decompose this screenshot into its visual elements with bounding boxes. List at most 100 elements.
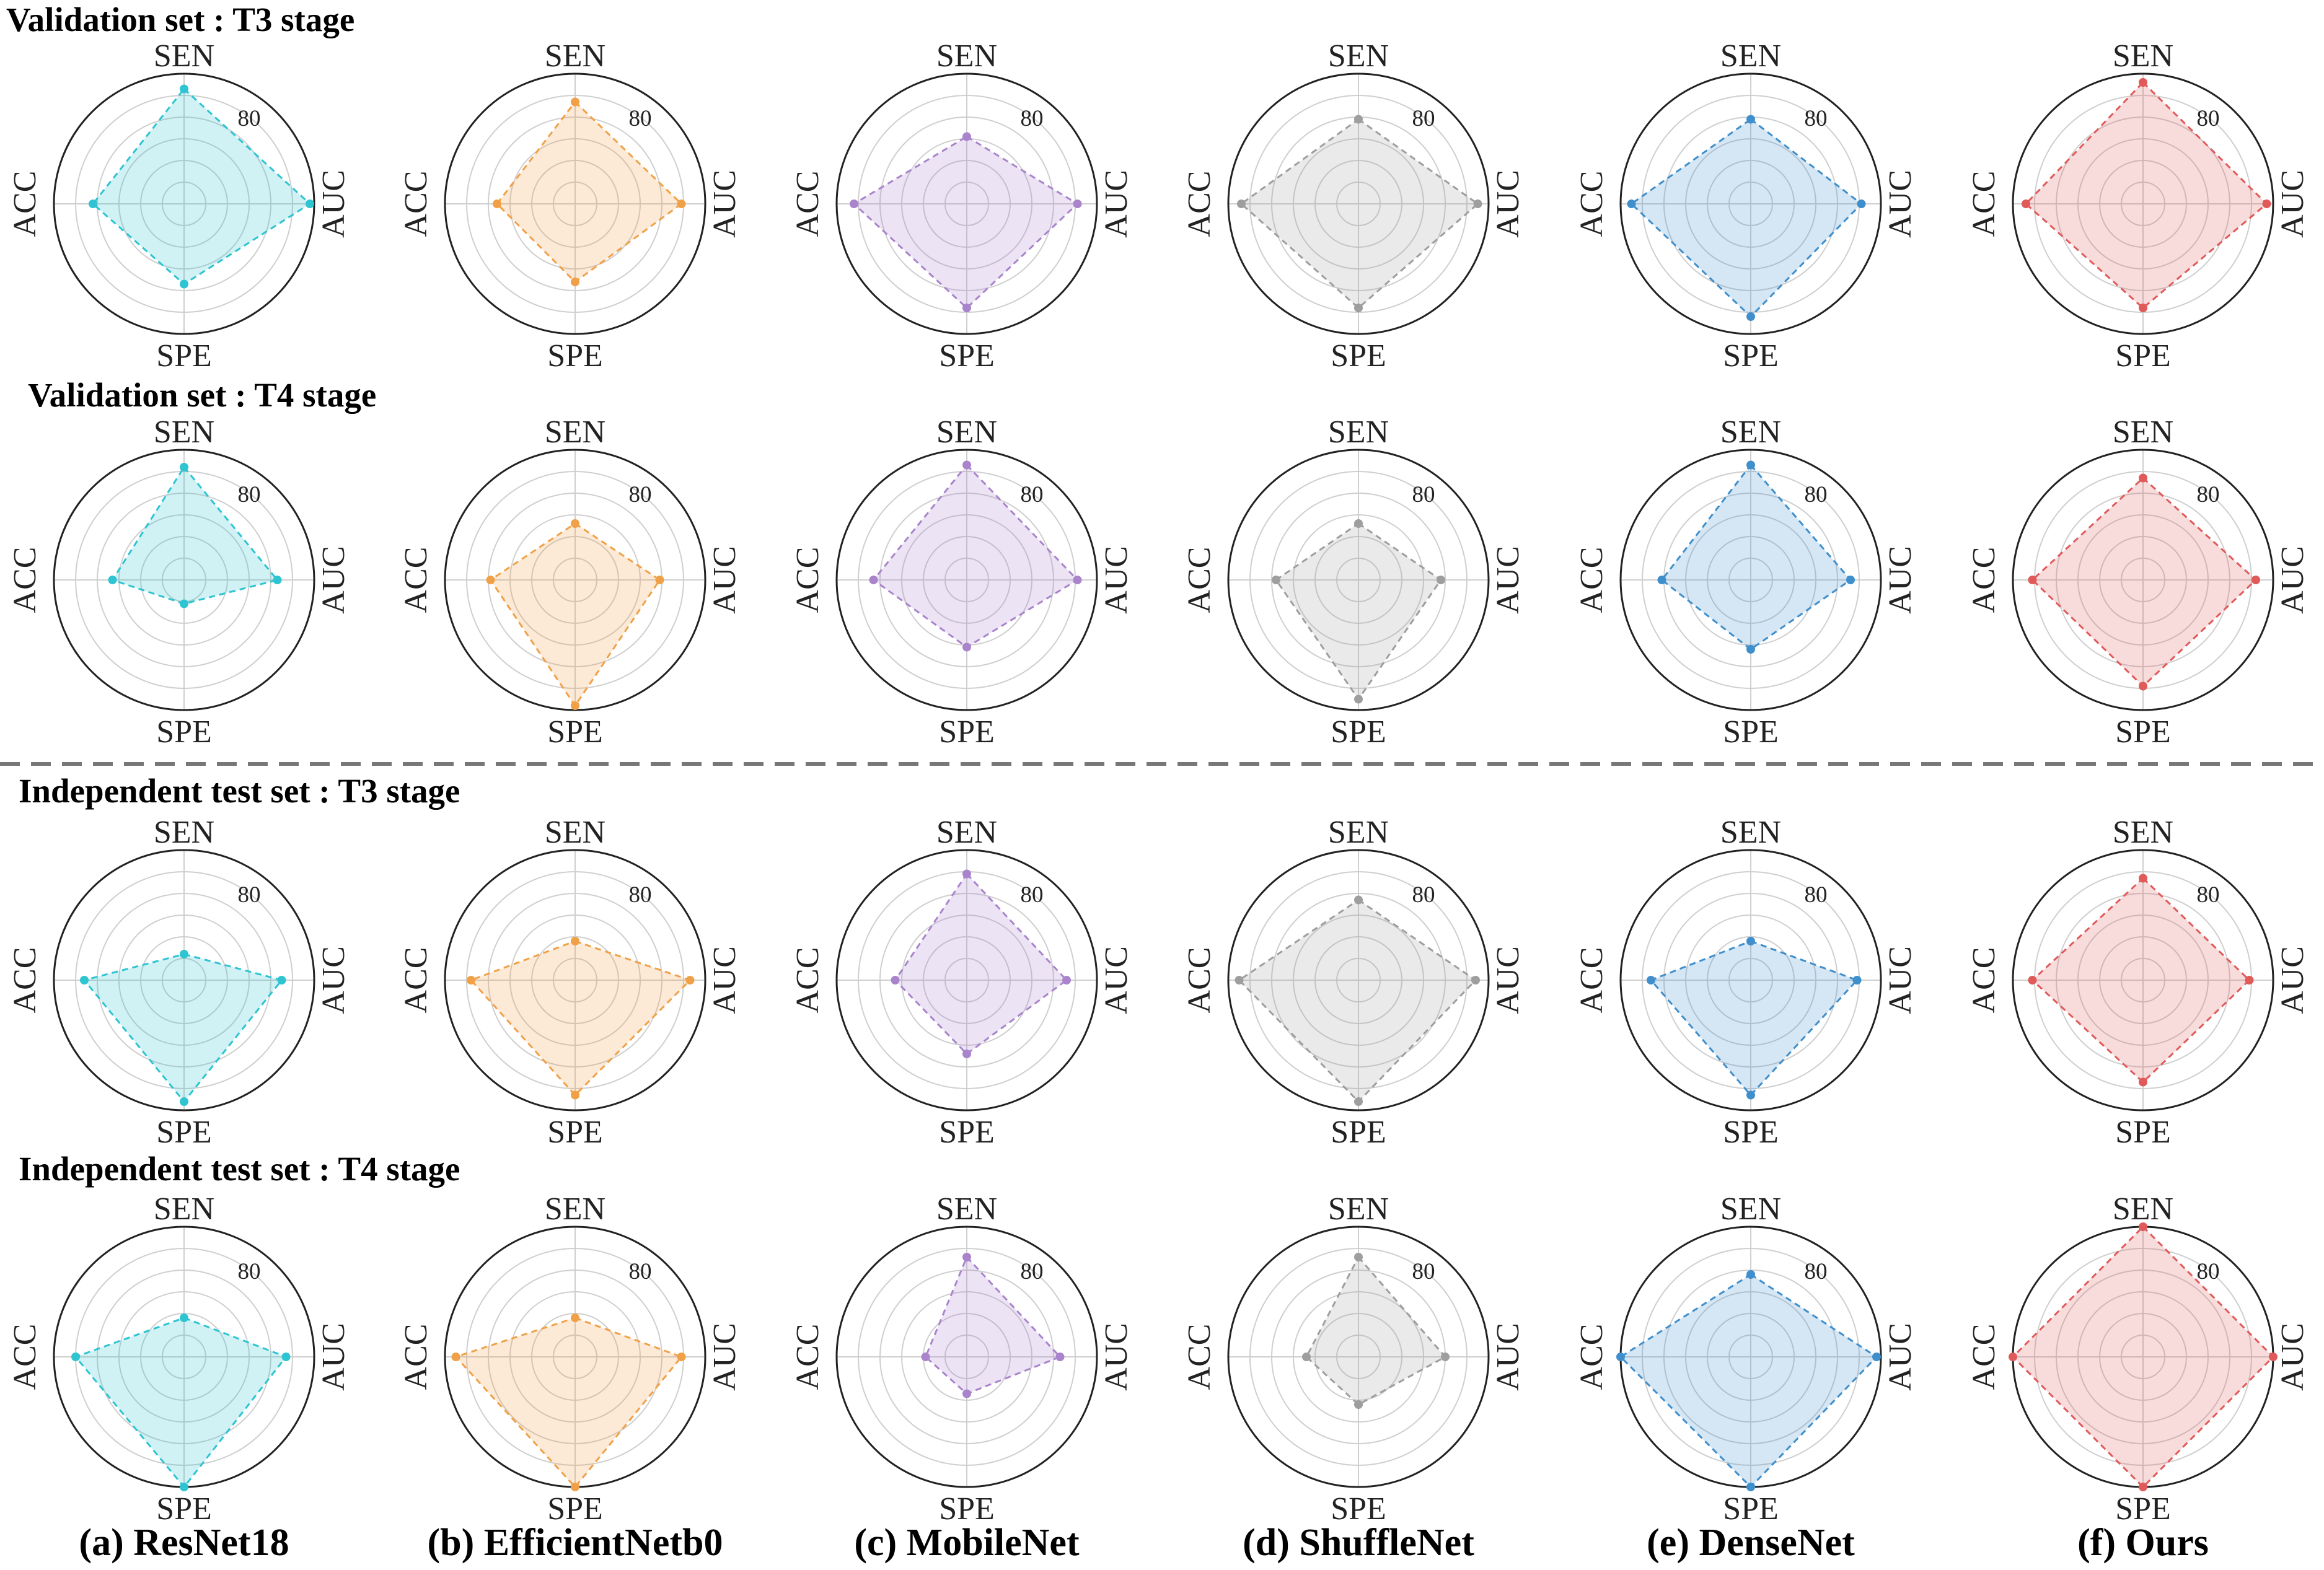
- radial-tick-label: 80: [1021, 106, 1044, 131]
- radar-series-area: [489, 522, 661, 708]
- radar-point-auc: [1857, 200, 1866, 208]
- radar-point-sen: [571, 97, 579, 107]
- radar-panel: 80 SEN SPE AUC ACC: [398, 38, 742, 374]
- radar-point-sen: [962, 460, 971, 470]
- axis-label-auc: AUC: [2275, 546, 2310, 614]
- radar-panel: 80 SEN SPE AUC ACC: [398, 1191, 742, 1527]
- radial-tick-label: 80: [1805, 482, 1828, 507]
- radar-point-spe: [1746, 1090, 1755, 1100]
- radial-tick-label: 80: [629, 1259, 652, 1284]
- radar-point-acc: [1647, 976, 1655, 985]
- radar-point-spe: [1354, 695, 1363, 704]
- radar-point-spe: [2139, 682, 2147, 691]
- radar-point-sen: [2139, 1222, 2147, 1231]
- axis-label-acc: ACC: [7, 547, 43, 613]
- axis-label-spe: SPE: [2115, 1115, 2171, 1150]
- radar-point-auc: [1471, 976, 1480, 985]
- axis-label-spe: SPE: [1723, 1491, 1779, 1527]
- axis-label-sen: SEN: [154, 815, 214, 850]
- radar-point-auc: [1872, 1353, 1881, 1361]
- radial-tick-label: 80: [1412, 106, 1435, 131]
- axis-label-spe: SPE: [1723, 338, 1779, 374]
- radar-outer-circle: [1619, 72, 1882, 335]
- radar-series-area: [469, 940, 692, 1097]
- axis-label-sen: SEN: [1720, 38, 1781, 74]
- radar-point-sen: [180, 1313, 188, 1322]
- radar-point-sen: [2139, 473, 2147, 483]
- radar-point-sen: [1354, 519, 1363, 528]
- radar-point-sen: [1746, 115, 1755, 124]
- model-label: (f) Ours: [2077, 1522, 2209, 1564]
- radar-point-acc: [89, 200, 97, 208]
- radar-point-auc: [1441, 1353, 1450, 1361]
- radar-point-sen: [1354, 1253, 1363, 1261]
- radar-series-area: [894, 872, 1068, 1055]
- radial-tick-label: 80: [1412, 1259, 1435, 1284]
- radar-series-area: [2011, 1225, 2275, 1489]
- radar-point-acc: [108, 576, 117, 584]
- radar-point-acc: [1272, 576, 1280, 584]
- radar-series-area: [91, 87, 312, 286]
- radar-outer-circle: [444, 72, 706, 335]
- radar-point-spe: [180, 279, 188, 289]
- model-label: (e) DenseNet: [1647, 1522, 1855, 1564]
- radar-point-spe: [1354, 1400, 1363, 1409]
- axis-label-spe: SPE: [939, 1491, 995, 1527]
- radar-point-auc: [1473, 200, 1482, 208]
- radar-point-spe: [1354, 1097, 1363, 1106]
- radar-series-area: [2031, 877, 2251, 1084]
- axis-label-sen: SEN: [936, 38, 997, 74]
- axis-label-spe: SPE: [156, 1491, 212, 1527]
- radar-point-spe: [571, 701, 579, 710]
- axis-label-auc: AUC: [316, 546, 351, 614]
- radar-point-acc: [2009, 1353, 2017, 1361]
- axis-label-sen: SEN: [2113, 815, 2173, 850]
- axis-label-sen: SEN: [936, 1191, 997, 1227]
- radar-point-spe: [962, 642, 971, 652]
- radar-panels: 80 SEN SPE AUC ACC 80 SEN SPE AUC ACC 80 SEN SPE AUC A…: [7, 38, 2310, 1527]
- axis-label-acc: ACC: [1574, 171, 1609, 237]
- axis-label-sen: SEN: [154, 1191, 214, 1227]
- radar-point-auc: [2262, 200, 2271, 208]
- radar-point-auc: [1846, 576, 1855, 584]
- axis-label-spe: SPE: [2115, 1491, 2171, 1527]
- radar-panel: 80 SEN SPE AUC ACC: [7, 1191, 351, 1527]
- radar-series-area: [82, 953, 284, 1103]
- radial-tick-label: 80: [238, 106, 261, 131]
- radar-series-area: [1238, 898, 1477, 1103]
- radar-point-acc: [1627, 200, 1636, 208]
- axis-label-sen: SEN: [545, 38, 605, 74]
- axis-label-auc: AUC: [707, 546, 742, 614]
- radar-point-spe: [962, 304, 971, 312]
- radar-point-sen: [2139, 78, 2147, 87]
- radar-point-acc: [80, 976, 89, 985]
- radar-point-sen: [571, 1313, 579, 1322]
- axis-label-acc: ACC: [790, 1324, 825, 1390]
- radar-point-spe: [571, 1483, 579, 1491]
- radar-panel: 80 SEN SPE AUC ACC: [1966, 1191, 2310, 1527]
- axis-label-acc: ACC: [7, 1324, 43, 1390]
- radar-series-area: [1239, 118, 1479, 309]
- radar-point-sen: [180, 84, 188, 94]
- axis-label-acc: ACC: [1966, 171, 2002, 237]
- axis-label-auc: AUC: [2275, 170, 2310, 238]
- axis-label-auc: AUC: [2275, 1323, 2310, 1391]
- axis-label-spe: SPE: [156, 338, 212, 374]
- axis-label-spe: SPE: [547, 1491, 603, 1527]
- radar-point-spe: [1354, 304, 1363, 312]
- axis-label-spe: SPE: [1331, 1491, 1386, 1527]
- axis-label-auc: AUC: [707, 1323, 742, 1391]
- radar-point-spe: [1746, 312, 1755, 321]
- radar-point-auc: [2269, 1353, 2278, 1361]
- radar-point-spe: [2139, 1077, 2147, 1087]
- radar-panel: 80 SEN SPE AUC ACC: [7, 414, 351, 750]
- radial-tick-label: 80: [1412, 482, 1435, 507]
- model-label: (b) EfficientNetb0: [428, 1522, 723, 1564]
- axis-label-auc: AUC: [707, 170, 742, 238]
- radar-point-spe: [2139, 1483, 2147, 1491]
- radial-tick-label: 80: [1021, 482, 1044, 507]
- radar-panel: 80 SEN SPE AUC ACC: [1182, 38, 1526, 374]
- axis-label-auc: AUC: [316, 946, 351, 1014]
- radar-outer-circle: [1619, 449, 1882, 711]
- radar-point-auc: [655, 576, 664, 584]
